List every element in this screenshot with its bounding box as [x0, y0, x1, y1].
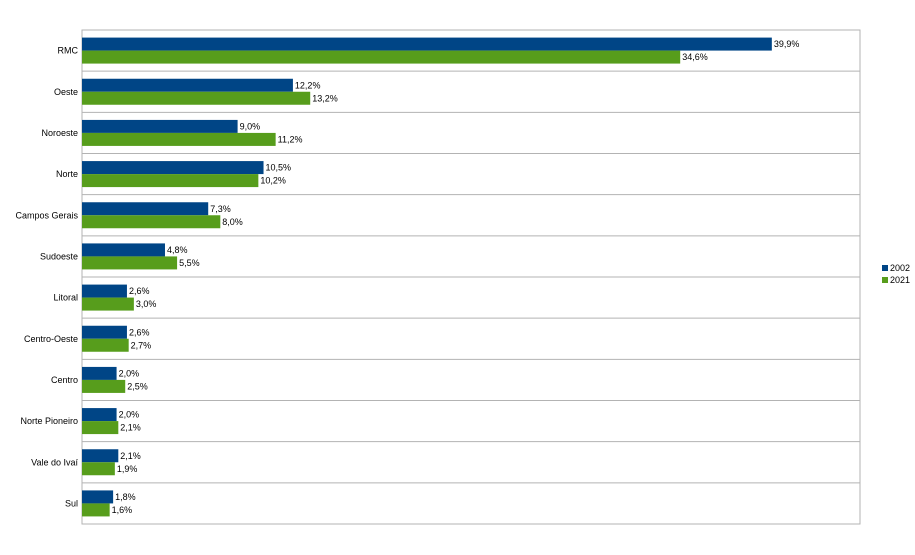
bar-2002	[82, 202, 209, 216]
data-label: 2,0%	[119, 368, 140, 378]
data-label: 3,0%	[136, 299, 157, 309]
data-label: 2,0%	[119, 410, 140, 420]
data-label: 2,6%	[129, 286, 150, 296]
bar-2002	[82, 449, 119, 463]
category-label: Sul	[65, 498, 78, 508]
data-label: 2,1%	[120, 423, 141, 433]
bar-2002	[82, 78, 293, 92]
bar-2021	[82, 91, 311, 105]
data-label: 11,2%	[278, 134, 303, 144]
bar-2002	[82, 408, 117, 422]
legend: 2002 2021	[882, 263, 910, 285]
category-label: Norte	[56, 169, 78, 179]
data-label: 1,9%	[117, 464, 138, 474]
value-labels: 39,9% 34,6% 12,2% 13,2% 9,0% 11,2% 10,5% 10,2% 7…	[112, 39, 800, 515]
data-label: 12,2%	[295, 80, 321, 90]
legend-swatch	[882, 277, 888, 283]
data-label: 4,8%	[167, 245, 188, 255]
bar-2002	[82, 243, 165, 257]
bar-2021	[82, 338, 129, 352]
bar-2021	[82, 132, 276, 146]
bars	[82, 37, 772, 517]
data-label: 34,6%	[682, 52, 708, 62]
bar-2002	[82, 366, 117, 380]
data-label: 7,3%	[210, 204, 231, 214]
data-label: 39,9%	[774, 39, 800, 49]
category-label: Sudoeste	[40, 251, 78, 261]
category-labels: RMC Oeste Noroeste Norte Campos Gerais Sudoes…	[15, 46, 78, 509]
data-label: 9,0%	[240, 121, 261, 131]
category-label: RMC	[58, 46, 79, 56]
data-label: 13,2%	[312, 93, 338, 103]
bar-2021	[82, 215, 221, 229]
category-label: Vale do Ivaí	[31, 457, 78, 467]
legend-label: 2021	[890, 275, 910, 285]
category-label: Centro	[51, 375, 78, 385]
bar-2021	[82, 379, 126, 393]
bar-2021	[82, 174, 259, 188]
data-label: 8,0%	[222, 217, 243, 227]
bar-2002	[82, 37, 772, 51]
bar-2002	[82, 490, 114, 504]
bar-2002	[82, 284, 127, 298]
gridlines	[82, 70, 860, 484]
data-label: 10,2%	[260, 176, 286, 186]
bar-2021	[82, 50, 681, 64]
data-label: 5,5%	[179, 258, 200, 268]
bar-2021	[82, 462, 115, 476]
data-label: 10,5%	[266, 163, 292, 173]
category-label: Norte Pioneiro	[20, 416, 78, 426]
data-label: 2,6%	[129, 327, 150, 337]
data-label: 1,8%	[115, 492, 136, 502]
bar-2021	[82, 297, 134, 311]
category-label: Noroeste	[41, 128, 78, 138]
bar-2002	[82, 161, 264, 175]
data-label: 2,1%	[120, 451, 141, 461]
bar-2002	[82, 119, 238, 133]
category-label: Oeste	[54, 87, 78, 97]
data-label: 2,7%	[131, 340, 152, 350]
bar-2002	[82, 325, 127, 339]
bar-2021	[82, 256, 178, 270]
legend-swatch	[882, 265, 888, 271]
data-label: 1,6%	[112, 505, 133, 515]
category-label: Litoral	[53, 293, 78, 303]
bar-2021	[82, 503, 110, 517]
category-label: Centro-Oeste	[24, 334, 78, 344]
legend-label: 2002	[890, 263, 910, 273]
bar-2021	[82, 421, 119, 435]
data-label: 2,5%	[127, 381, 148, 391]
category-label: Campos Gerais	[15, 210, 78, 220]
